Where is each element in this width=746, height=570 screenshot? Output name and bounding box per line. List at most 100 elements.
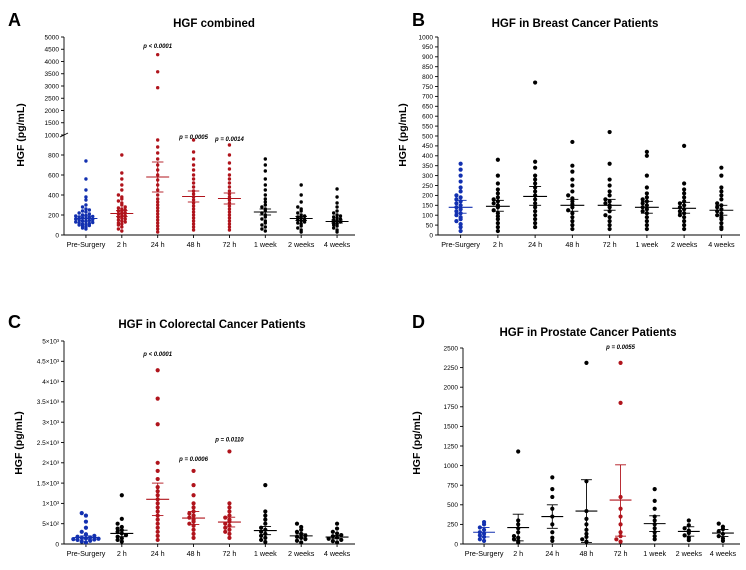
data-point: [155, 138, 160, 142]
data-point: [155, 200, 160, 204]
x-tick-label: 48 h: [187, 240, 201, 249]
data-point: [682, 533, 687, 538]
y-axis-label-d: HGF (pg/mL): [411, 411, 423, 475]
data-point: [296, 205, 300, 209]
data-point: [533, 224, 538, 230]
data-point: [227, 177, 232, 181]
data-point: [550, 530, 555, 535]
data-point: [191, 225, 196, 229]
data-point: [454, 209, 459, 214]
data-point: [495, 224, 500, 230]
data-point: [294, 538, 300, 543]
x-tick-label: 4 weeks: [324, 240, 351, 249]
data-point: [191, 173, 196, 177]
y-tick-label: 200: [422, 193, 433, 200]
data-point: [83, 513, 89, 518]
x-tick-label: 24 h: [545, 549, 559, 558]
y-tick-label: 5000: [45, 34, 60, 41]
data-point: [191, 219, 196, 223]
data-point: [155, 70, 160, 74]
y-tick-label: 2000: [45, 108, 60, 115]
data-point: [87, 208, 92, 212]
data-point: [191, 138, 196, 142]
data-point: [223, 521, 228, 526]
y-tick-label: 3500: [45, 71, 60, 78]
data-point: [652, 506, 657, 511]
y-tick-label: 350: [422, 163, 433, 170]
data-point: [227, 501, 232, 506]
x-tick-label: 24 h: [151, 240, 165, 249]
data-point: [644, 185, 649, 190]
data-point: [123, 208, 127, 212]
data-point: [84, 188, 88, 192]
data-point: [682, 215, 687, 220]
data-point: [607, 219, 612, 224]
p-value-label: p = 0.0055: [605, 345, 636, 351]
data-point: [533, 205, 538, 210]
data-point: [83, 519, 89, 524]
data-point: [294, 521, 300, 526]
data-point: [481, 519, 487, 525]
data-point: [263, 219, 268, 223]
data-point: [260, 227, 264, 231]
data-point: [77, 218, 81, 222]
data-point: [607, 215, 612, 220]
data-point: [652, 534, 657, 539]
y-tick-label: 2.5×10³: [37, 440, 60, 447]
data-point: [263, 517, 268, 522]
data-point: [477, 533, 482, 538]
data-point: [458, 224, 463, 230]
data-point: [115, 529, 120, 534]
y-tick-label: 3×10³: [42, 420, 60, 427]
y-tick-label: 500: [422, 133, 433, 140]
data-point: [644, 226, 649, 232]
data-point: [458, 222, 463, 227]
data-point: [191, 181, 196, 185]
data-point: [75, 537, 80, 543]
data-point: [331, 226, 336, 230]
data-point: [263, 169, 268, 173]
data-point: [83, 540, 89, 545]
data-point: [533, 209, 538, 214]
data-point: [677, 209, 683, 214]
data-point: [296, 211, 300, 215]
data-point: [227, 513, 232, 518]
data-point: [155, 525, 160, 530]
data-point: [570, 189, 575, 194]
y-tick-label: 0: [55, 541, 59, 548]
data-point: [116, 199, 121, 203]
x-tick-label: Pre-Surgery: [67, 549, 106, 558]
data-point: [331, 215, 336, 219]
x-tick-label: Pre-Surgery: [465, 549, 504, 558]
chart-title-c: HGF in Colorectal Cancer Patients: [118, 319, 305, 331]
data-point: [716, 521, 721, 526]
data-point: [116, 215, 121, 219]
y-tick-label: 4×10³: [42, 379, 60, 386]
data-point: [263, 188, 268, 192]
data-point: [495, 181, 500, 186]
data-point: [88, 538, 93, 543]
data-point: [719, 197, 724, 202]
y-tick-label: 1.5×10³: [37, 480, 60, 487]
data-point: [338, 214, 343, 218]
data-point: [227, 143, 232, 147]
data-point: [477, 537, 482, 542]
y-tick-label: 1250: [444, 443, 459, 450]
x-tick-label: 24 h: [151, 549, 165, 558]
data-point: [719, 215, 724, 220]
data-point: [640, 201, 645, 206]
data-point: [155, 52, 160, 57]
data-point: [511, 537, 517, 542]
data-point: [263, 177, 268, 181]
y-tick-label: 2250: [444, 365, 459, 372]
data-point: [566, 208, 571, 213]
data-point: [227, 181, 232, 185]
data-point: [123, 217, 127, 221]
data-point: [719, 224, 724, 230]
y-tick-label: 2×10³: [42, 460, 60, 467]
data-point: [682, 143, 687, 148]
y-tick-label: 600: [422, 114, 433, 121]
data-point: [120, 183, 124, 187]
data-point: [84, 222, 88, 227]
x-tick-label: 2 weeks: [288, 240, 315, 249]
